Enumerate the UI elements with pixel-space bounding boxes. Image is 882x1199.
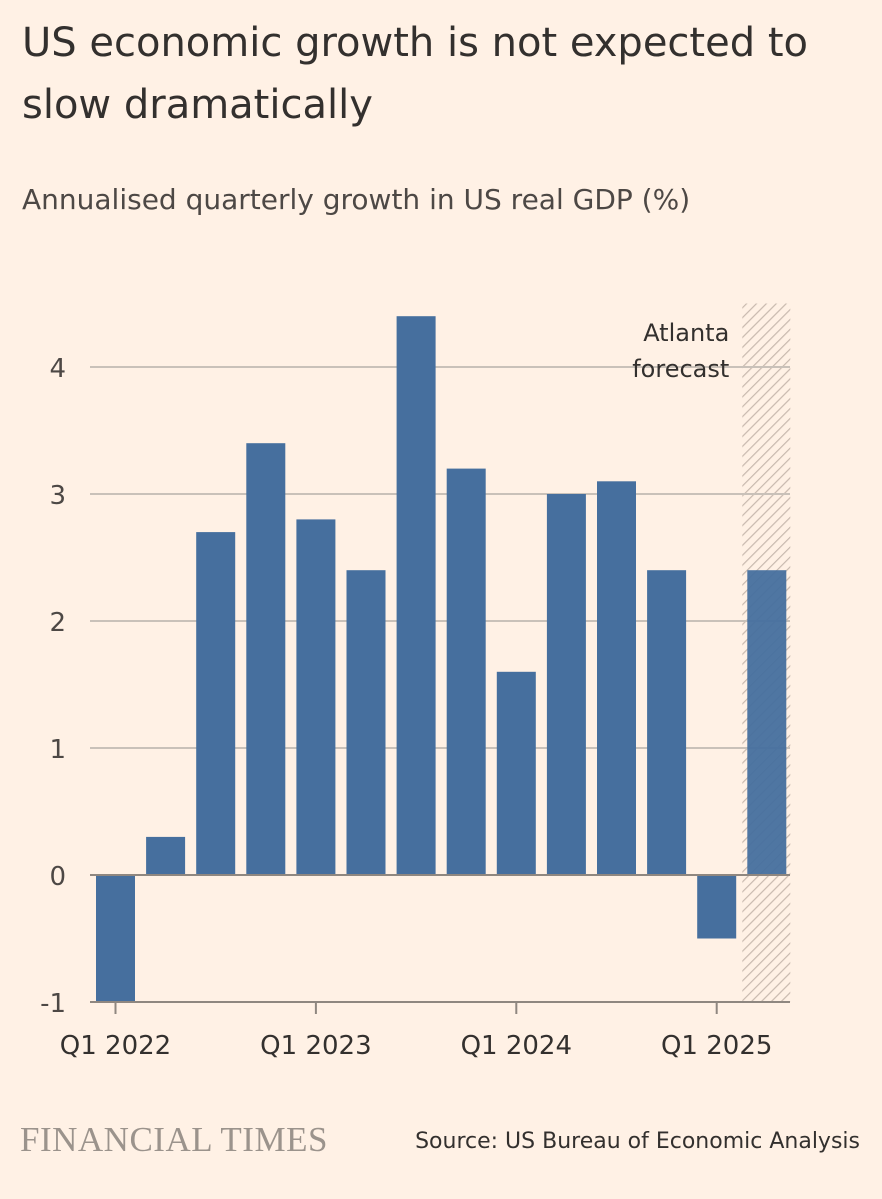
bar (446, 468, 486, 875)
y-tick-label: 0 (49, 862, 66, 892)
bar (196, 532, 236, 875)
bar (597, 481, 636, 875)
x-tick-label: Q1 2024 (461, 1031, 572, 1061)
x-tick-label: Q1 2022 (60, 1031, 171, 1061)
bar (647, 570, 687, 875)
bar (246, 443, 286, 875)
x-tick-label: Q1 2023 (260, 1031, 371, 1061)
bar (296, 519, 336, 875)
y-tick-label: -1 (40, 989, 66, 1019)
bar (546, 494, 586, 875)
bar (747, 570, 787, 875)
y-tick-label: 3 (49, 481, 66, 511)
bar (96, 875, 135, 1002)
chart-subtitle: Annualised quarterly growth in US real G… (22, 183, 691, 216)
source-note: Source: US Bureau of Economic Analysis (415, 1129, 860, 1154)
forecast-annotation: forecast (632, 355, 729, 383)
bar (496, 671, 536, 875)
bar (396, 316, 436, 875)
ft-logo: FINANCIAL TIMES (20, 1120, 328, 1159)
bar (146, 836, 186, 875)
y-tick-label: 2 (49, 608, 66, 638)
y-tick-label: 4 (49, 354, 66, 384)
y-tick-label: 1 (49, 735, 66, 765)
bar (346, 570, 386, 875)
x-tick-label: Q1 2025 (661, 1031, 772, 1061)
chart-title: US economic growth is not expected to sl… (22, 20, 808, 128)
bar (697, 875, 737, 939)
forecast-annotation: Atlanta (643, 319, 729, 347)
